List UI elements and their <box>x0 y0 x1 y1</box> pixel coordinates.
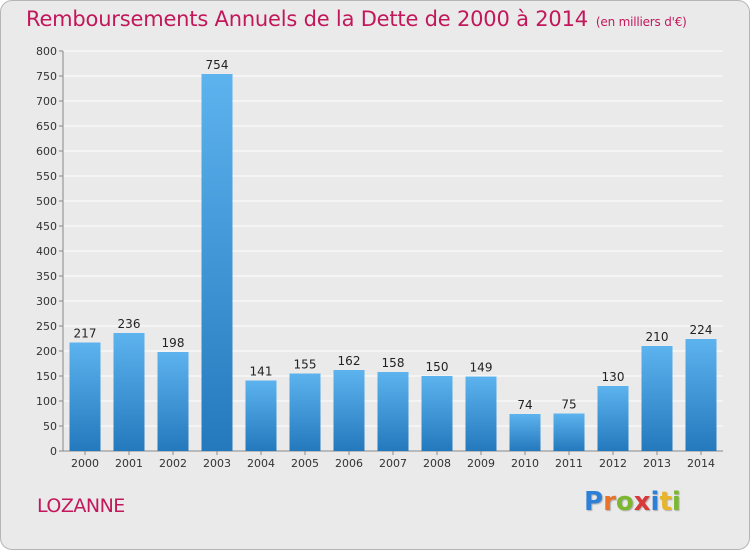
bar-2007 <box>377 372 409 451</box>
logo-letter: t <box>659 487 672 517</box>
logo-letter: o <box>615 487 634 517</box>
x-tick-label: 2003 <box>203 457 231 470</box>
bar-2005 <box>289 373 321 451</box>
bar-2001 <box>113 333 145 451</box>
y-tick-label: 400 <box>36 245 57 258</box>
y-tick-label: 300 <box>36 295 57 308</box>
bar-2009 <box>465 376 497 451</box>
y-tick-label: 200 <box>36 345 57 358</box>
y-tick-label: 700 <box>36 95 57 108</box>
y-tick-label: 500 <box>36 195 57 208</box>
data-label-2002: 198 <box>162 336 185 350</box>
x-tick-label: 2013 <box>643 457 671 470</box>
data-label-2005: 155 <box>294 358 317 372</box>
y-tick-label: 250 <box>36 320 57 333</box>
x-tick-label: 2009 <box>467 457 495 470</box>
bar-2003 <box>201 74 233 451</box>
x-tick-label: 2012 <box>599 457 627 470</box>
bar-2011 <box>553 413 585 451</box>
y-tick-label: 600 <box>36 145 57 158</box>
x-tick-label: 2005 <box>291 457 319 470</box>
chart-title-text: Remboursements Annuels de la Dette de 20… <box>26 7 588 31</box>
data-label-2007: 158 <box>382 356 405 370</box>
data-label-2013: 210 <box>646 330 669 344</box>
x-tick-label: 2006 <box>335 457 363 470</box>
x-tick-label: 2014 <box>687 457 715 470</box>
data-label-2006: 162 <box>338 354 361 368</box>
bar-2006 <box>333 370 365 451</box>
bar-2002 <box>157 352 189 451</box>
data-label-2004: 141 <box>250 365 273 379</box>
bar-2013 <box>641 346 673 451</box>
y-tick-label: 350 <box>36 270 57 283</box>
data-label-2011: 75 <box>561 398 576 412</box>
data-label-2014: 224 <box>690 323 713 337</box>
x-tick-label: 2004 <box>247 457 275 470</box>
bar-2008 <box>421 376 453 451</box>
chart-unit: (en milliers d'€) <box>595 15 687 29</box>
data-label-2012: 130 <box>602 370 625 384</box>
logo-letter: P <box>584 487 604 517</box>
x-tick-label: 2011 <box>555 457 583 470</box>
y-tick-label: 0 <box>50 445 57 458</box>
data-label-2000: 217 <box>74 327 97 341</box>
bar-2014 <box>685 339 717 451</box>
place-name: LOZANNE <box>37 495 125 517</box>
bar-2004 <box>245 380 277 451</box>
data-label-2008: 150 <box>426 360 449 374</box>
bar-2012 <box>597 386 629 451</box>
data-label-2010: 74 <box>517 398 532 412</box>
y-tick-label: 450 <box>36 220 57 233</box>
data-label-2001: 236 <box>118 317 141 331</box>
y-tick-label: 750 <box>36 70 57 83</box>
y-tick-label: 550 <box>36 170 57 183</box>
data-label-2009: 149 <box>470 361 493 375</box>
y-tick-label: 150 <box>36 370 57 383</box>
y-tick-label: 100 <box>36 395 57 408</box>
data-label-2003: 754 <box>206 58 229 72</box>
x-tick-label: 2007 <box>379 457 407 470</box>
logo-letter: i <box>650 487 660 517</box>
x-tick-label: 2002 <box>159 457 187 470</box>
bar-2010 <box>509 414 541 451</box>
x-tick-label: 2001 <box>115 457 143 470</box>
x-tick-label: 2010 <box>511 457 539 470</box>
bar-2000 <box>69 342 101 451</box>
y-tick-label: 50 <box>43 420 57 433</box>
y-tick-label: 650 <box>36 120 57 133</box>
logo-letter: x <box>633 487 651 517</box>
x-tick-label: 2000 <box>71 457 99 470</box>
y-tick-label: 800 <box>36 45 57 58</box>
logo-letter: r <box>603 487 616 517</box>
x-tick-label: 2008 <box>423 457 451 470</box>
chart-title: Remboursements Annuels de la Dette de 20… <box>26 7 687 31</box>
logo-letter: i <box>671 487 681 517</box>
proxiti-logo: Proxiti <box>584 487 681 517</box>
